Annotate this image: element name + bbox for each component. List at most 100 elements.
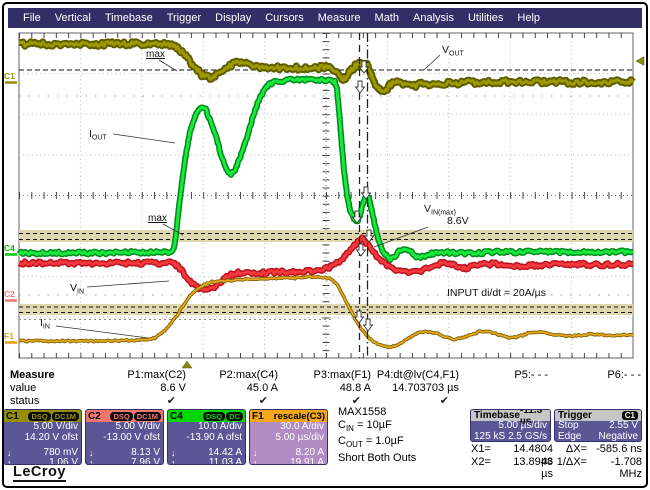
timebase-delay: -11.3 µs [519, 409, 543, 427]
cursor-marker[interactable] [353, 310, 365, 324]
cursor-marker[interactable] [362, 318, 374, 332]
p6-label[interactable]: P6:- - - [607, 369, 641, 381]
menu-timebase[interactable]: Timebase [104, 12, 153, 24]
f1-function: rescale(C3) [273, 410, 325, 422]
channel-box-c1[interactable]: C1 DSQ DC1M 5.00 V/div 14.20 V ofst ↓ 780… [3, 409, 82, 465]
c4-max: 11.03 A [208, 457, 242, 465]
f1-adiv: 30.0 A/div [280, 421, 324, 432]
menu-display[interactable]: Display [215, 12, 252, 24]
cursor-marker[interactable] [363, 229, 375, 243]
trigger-level: 2.55 V [609, 420, 638, 431]
c4-offset: -13.90 A ofst [186, 431, 242, 443]
p2-status-check: ✔ [258, 395, 268, 407]
cout-note: COUT = 1.0µF [338, 435, 404, 450]
cursor-marker[interactable] [360, 186, 372, 200]
c1-badge-coupling: DC1M [51, 411, 79, 421]
measure-col-p4: P4:dt@lv(C4,F1) 14.703703 µs ✔ [375, 369, 463, 409]
f1-min: 8.20 A [295, 447, 324, 458]
x1-value: 14.4804 µs [513, 443, 553, 467]
measure-status-label: status [10, 395, 40, 407]
menu-analysis[interactable]: Analysis [413, 12, 454, 24]
measure-col-p1: P1:max(C2) 8.6 V ✔ [98, 369, 190, 409]
c1-max: 1.06 V [49, 457, 78, 465]
dx-value: -585.6 ns [596, 443, 642, 455]
svg-text:VOUT: VOUT [442, 44, 465, 58]
cursor-marker[interactable] [355, 243, 367, 257]
c4-badge-dsq: DSQ [202, 411, 226, 421]
svg-text:IOUT: IOUT [89, 128, 107, 142]
p3-label[interactable]: P3:max(F1) [313, 369, 371, 381]
measure-col-p2: P2:max(C4) 45.0 A ✔ [190, 369, 282, 409]
menu-utilities[interactable]: Utilities [467, 12, 504, 24]
c2-min: 8.13 V [131, 447, 160, 458]
c2-vdiv: 5.00 V/div [115, 421, 160, 432]
up-arrow-icon: ↑ [171, 458, 176, 465]
menu-cursors[interactable]: Cursors [265, 12, 304, 24]
cursor-marker[interactable] [354, 80, 366, 94]
c1-min: 780 mV [43, 447, 78, 458]
iout-label: I [89, 128, 92, 140]
vinmax-value: 8.6V [447, 215, 469, 227]
c2-badge-dsq: DSQ [110, 411, 133, 421]
c1-offset: 14.20 V ofst [24, 431, 78, 443]
down-arrow-icon: ↓ [171, 448, 176, 458]
c4-edge-label: C4 [4, 243, 15, 253]
p2-value: 45.0 A [246, 382, 278, 394]
trigger-source-badge: C1 [621, 411, 638, 420]
menu-help[interactable]: Help [517, 12, 541, 24]
down-arrow-icon: ↓ [7, 448, 12, 458]
cursor-marker[interactable] [351, 210, 363, 224]
f1-tdiv: 5.00 µs/div [275, 431, 324, 443]
measure-col-p5: P5:- - - [480, 369, 552, 409]
cursor-markers [351, 60, 375, 332]
measure-head: Measure [10, 369, 55, 381]
vin-label: V [70, 282, 77, 294]
svg-text:VIN: VIN [70, 282, 84, 296]
p4-label[interactable]: P4:dt@lv(C4,F1) [376, 369, 459, 381]
iin-label: I [40, 317, 43, 329]
menu-vertical[interactable]: Vertical [54, 12, 91, 24]
cursor-marker[interactable] [358, 60, 370, 74]
cursor-readout-row1: X1= 14.4804 µs ΔX= -585.6 ns [471, 443, 642, 467]
input-didt-label: INPUT di/dt = 20A/µs [447, 287, 546, 299]
menu-measure[interactable]: Measure [317, 12, 361, 24]
c2-edge-label: C2 [4, 289, 15, 299]
p5-label[interactable]: P5:- - - [514, 369, 548, 381]
short-note: Short Both Outs [338, 451, 417, 464]
p1-label[interactable]: P1:max(C2) [127, 369, 186, 381]
menu-file[interactable]: File [23, 12, 41, 24]
signal-traces [16, 38, 636, 350]
p1-status-check: ✔ [166, 395, 176, 407]
cursor-readout-row2: X2= 13.8948 µs 1/ΔX= -1.708 MHz [471, 456, 642, 480]
trigger-level-marker[interactable] [635, 56, 645, 66]
svg-text:IIN: IIN [40, 317, 50, 331]
menu-bar: File Vertical Timebase Trigger Display C… [8, 8, 642, 28]
trigger-title: Trigger [558, 410, 592, 421]
trigger-time-marker[interactable] [181, 360, 193, 369]
x2-value: 13.8948 µs [513, 456, 553, 480]
c1-edge-label: C1 [4, 71, 15, 81]
channel-box-f1[interactable]: F1 rescale(C3) 30.0 A/div 5.00 µs/div ↓ 8… [249, 409, 328, 465]
down-arrow-icon: ↓ [89, 448, 94, 458]
trace-annotations: VOUT IOUT VIN IIN max max VIN(max) 8.6V … [40, 44, 546, 339]
channel-box-c2[interactable]: C2 DSQ DC1M 5.00 V/div -13.00 V ofst ↓ 8.… [85, 409, 164, 465]
measure-col-p6: P6:- - - [574, 369, 645, 409]
trigger-box[interactable]: Trigger C1 Stop 2.55 V Edge Negative [554, 409, 642, 442]
p4-value: 14.703703 µs [392, 382, 459, 394]
channel-box-c4[interactable]: C4 DSQ DC 10.0 A/div -13.90 A ofst ↓ 14.4… [167, 409, 246, 465]
timebase-box[interactable]: Timebase -11.3 µs 5.00 µs/div 125 kS 2.5… [470, 409, 551, 442]
c2-id: C2 [88, 410, 101, 422]
c4-adiv: 10.0 A/div [198, 421, 242, 432]
menu-trigger[interactable]: Trigger [166, 12, 202, 24]
max-c4-label: max [146, 49, 165, 60]
measure-table: Measure value status P1:max(C2) 8.6 V ✔ … [0, 369, 650, 409]
c1-id: C1 [6, 410, 19, 422]
c2-offset: -13.00 V ofst [103, 431, 160, 443]
menu-math[interactable]: Math [374, 12, 399, 24]
p2-label[interactable]: P2:max(C4) [219, 369, 278, 381]
p1-value: 8.6 V [160, 382, 186, 394]
lecroy-logo: LeCroy [13, 464, 66, 482]
max-c2-label: max [148, 213, 167, 224]
